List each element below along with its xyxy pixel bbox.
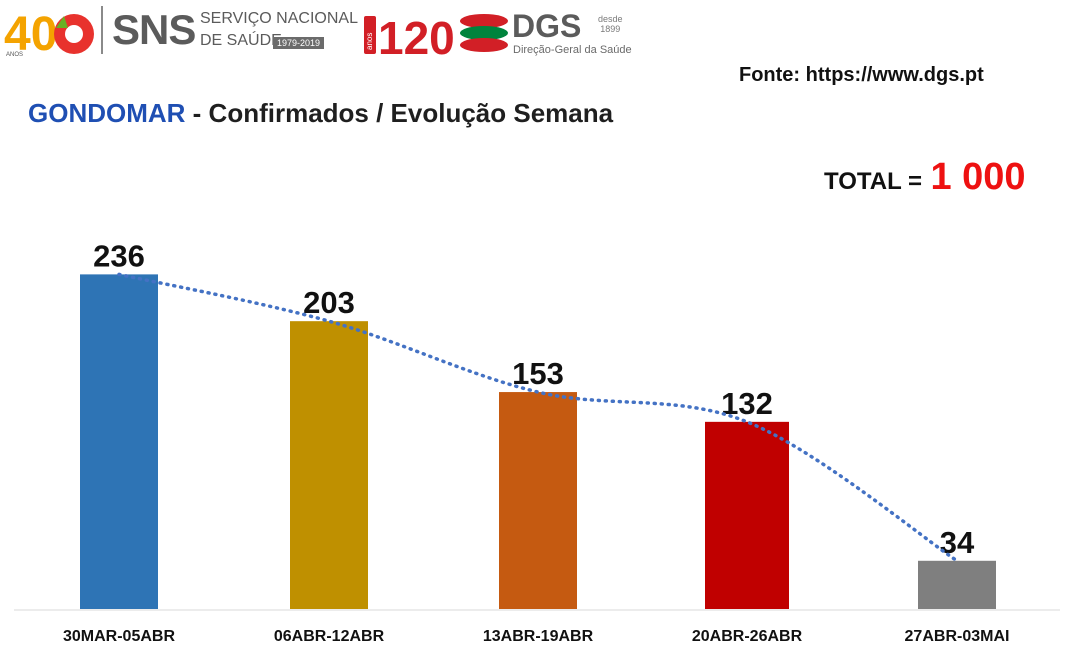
dgs-since-label: desde: [598, 14, 623, 24]
dgs-wordmark: DGS: [512, 8, 582, 44]
data-label: 153: [512, 356, 564, 391]
sns-wordmark: SNS: [112, 6, 196, 53]
bar-06abr-12abr: [290, 321, 368, 609]
sns-40-anos-logo: 40 ANOS: [4, 8, 94, 58]
x-tick-label: 20ABR-26ABR: [692, 628, 803, 645]
dgs-since: desde 1899: [598, 14, 623, 34]
dgs-120-anos-logo: anos 120: [364, 12, 508, 60]
logo-divider: [101, 6, 103, 54]
chart-title-location: GONDOMAR: [28, 98, 186, 128]
logo-40-anos: ANOS: [6, 52, 23, 58]
logo-40-digits: 40: [4, 8, 57, 58]
trend-line: [117, 272, 959, 563]
sns-name-line2: DE SAÚDE: [200, 32, 282, 49]
logo-strip: 40 ANOS SNS SERVIÇO NACIONAL DE SAÚDE 19…: [0, 0, 640, 62]
total-box: TOTAL = 1 000: [824, 156, 1026, 199]
logo-120-anos: anos: [365, 33, 374, 50]
bar-20abr-26abr: [705, 421, 789, 609]
data-label: 203: [303, 285, 355, 320]
sns-name-line1: SERVIÇO NACIONAL: [200, 10, 358, 27]
data-label: 34: [940, 525, 975, 560]
x-tick-label: 06ABR-12ABR: [274, 628, 385, 645]
bar-30mar-05abr: [80, 274, 158, 609]
total-value: 1 000: [930, 156, 1026, 198]
x-tick-label: 13ABR-19ABR: [483, 628, 594, 645]
dgs-fullname: Direção-Geral da Saúde: [513, 44, 632, 56]
chart-title-rest: - Confirmados / Evolução Semana: [185, 98, 614, 128]
bar-27abr-03mai: [918, 560, 996, 609]
chart-title: GONDOMAR - Confirmados / Evolução Semana: [28, 98, 613, 129]
data-label: 236: [93, 238, 145, 273]
bar-13abr-19abr: [499, 392, 577, 609]
x-tick-label: 30MAR-05ABR: [63, 628, 175, 645]
total-label: TOTAL =: [824, 168, 923, 195]
source-note: Fonte: https://www.dgs.pt: [739, 64, 984, 86]
x-tick-label: 27ABR-03MAI: [905, 628, 1010, 645]
sns-years-badge: 1979-2019: [273, 37, 325, 49]
logo-120-digits: 120: [378, 12, 455, 60]
dgs-since-year: 1899: [600, 24, 621, 34]
